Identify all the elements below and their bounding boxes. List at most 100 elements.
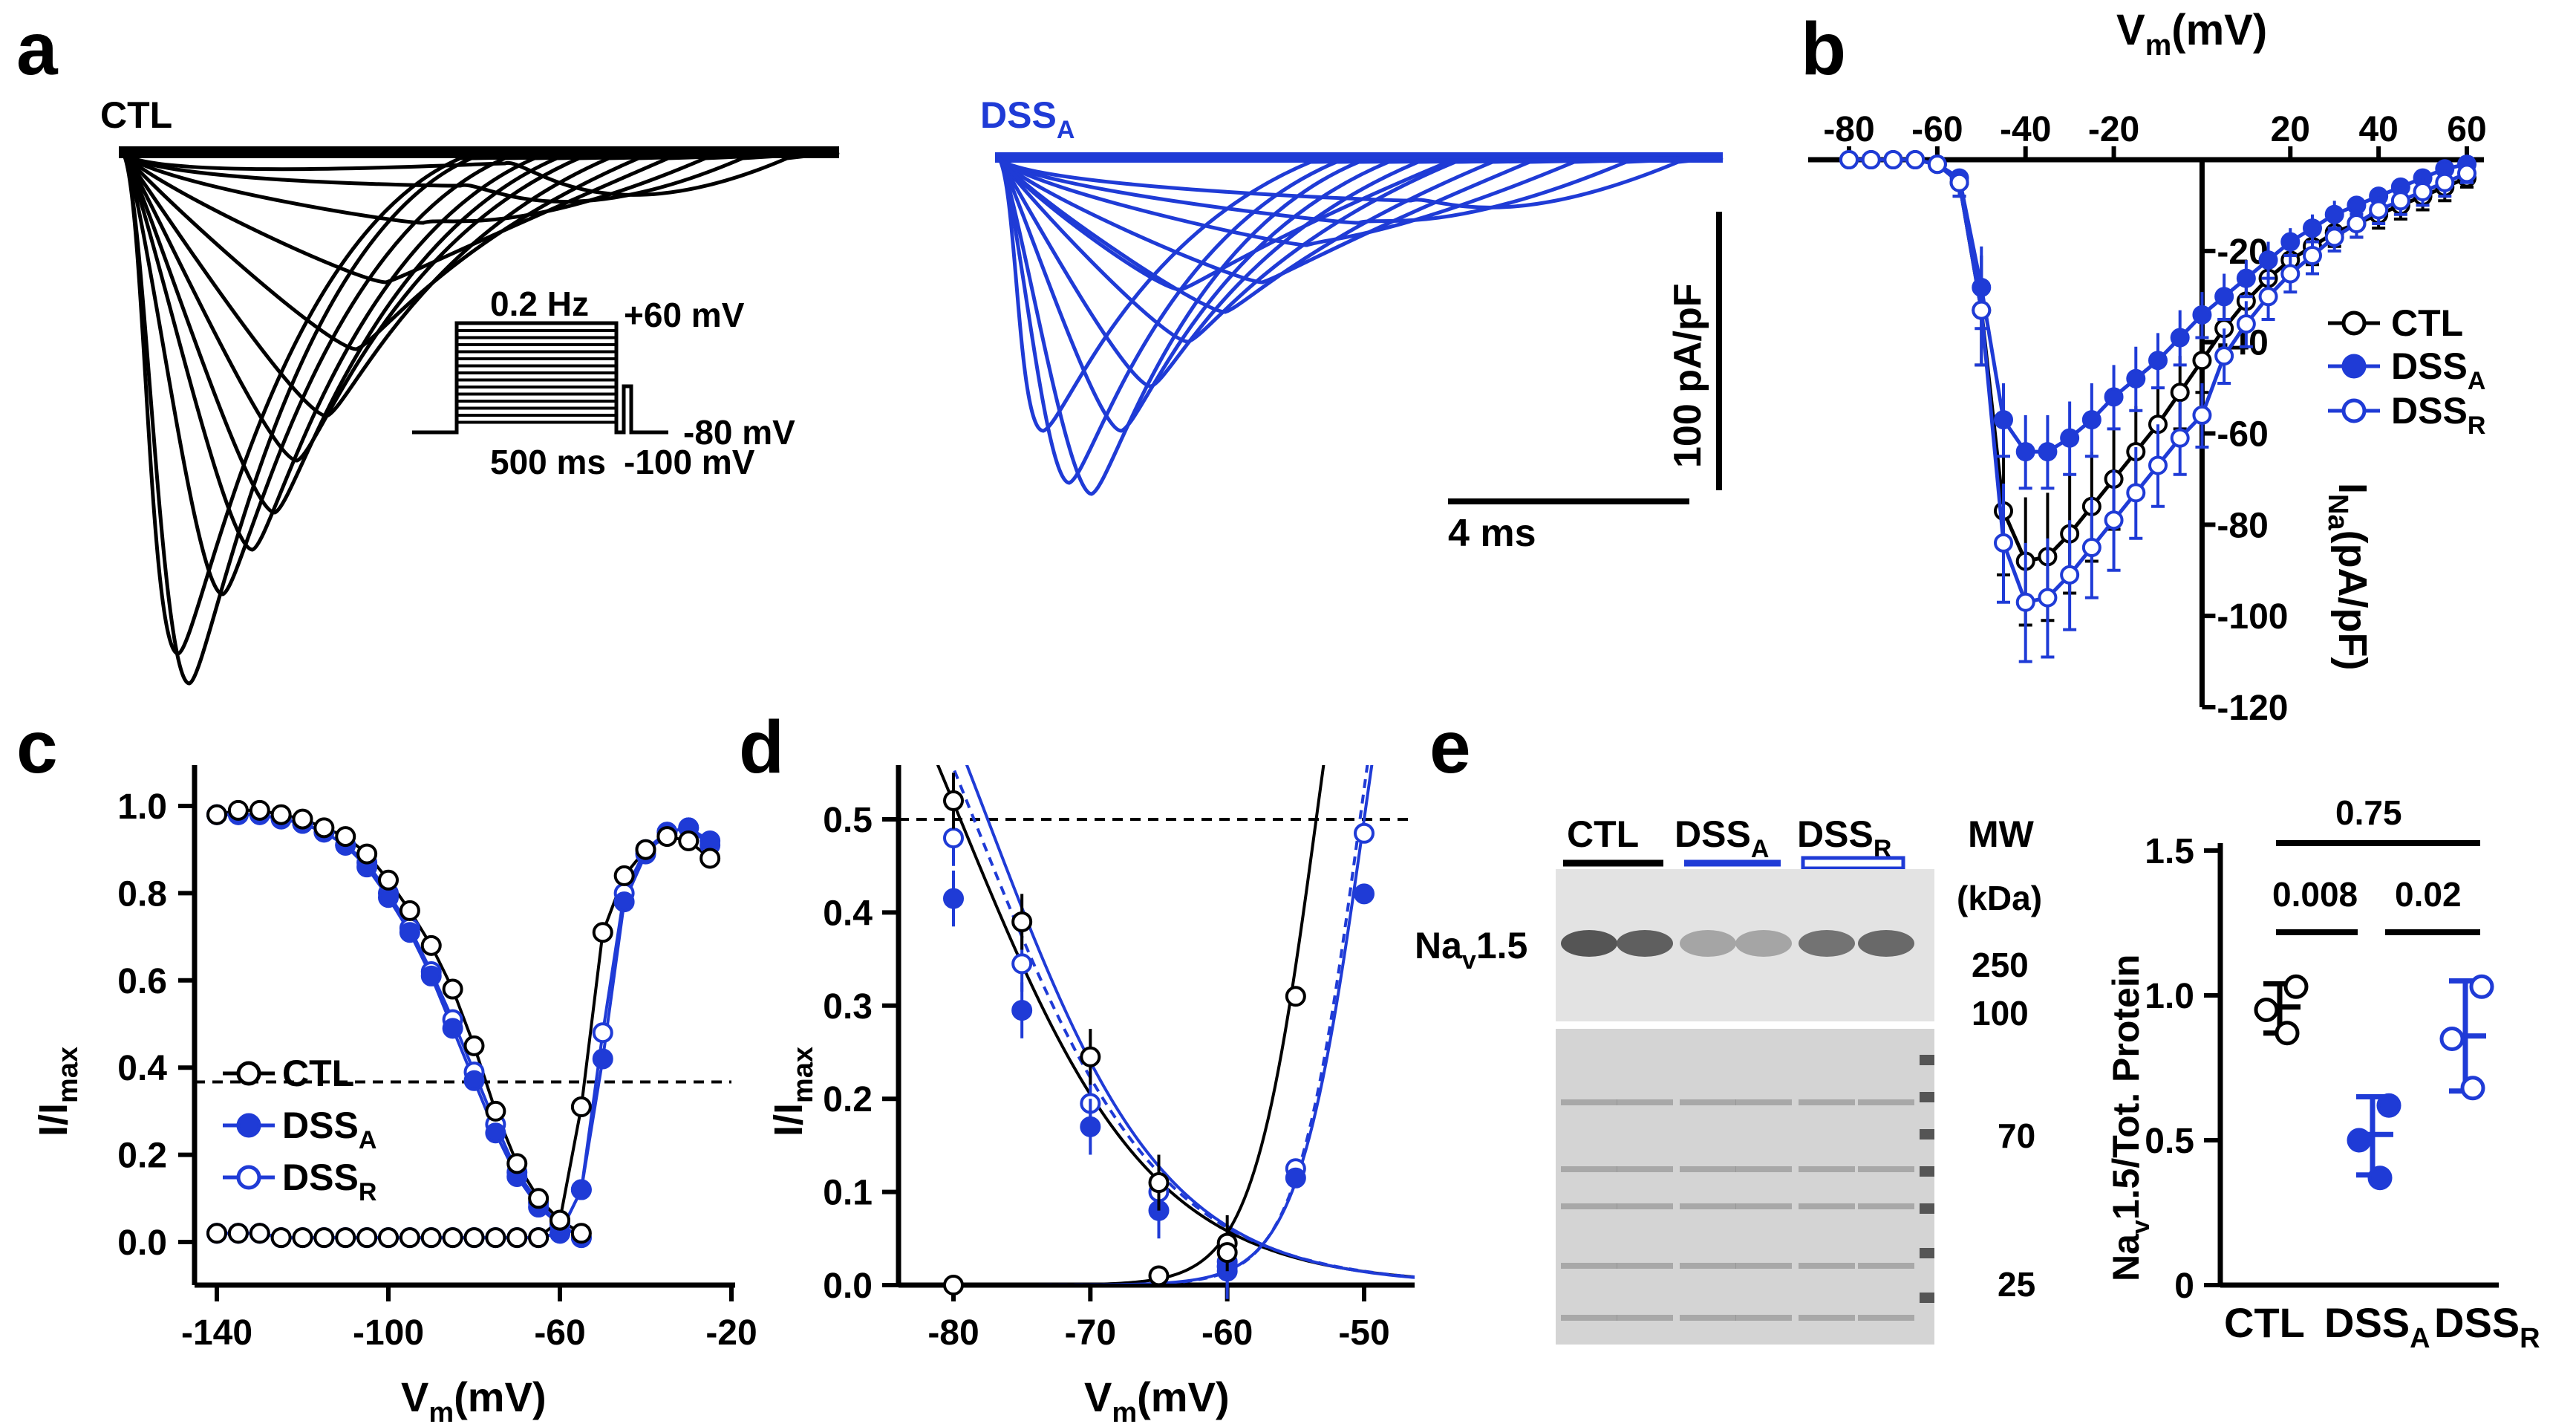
- blot-stain-1-4: [1799, 1166, 1855, 1172]
- blot-band-4: [1799, 930, 1855, 957]
- c-xtick-label-1: -100: [353, 1313, 424, 1353]
- blot-lower-membrane: [1556, 1029, 1934, 1345]
- d-inact-point-CTL-3: [1148, 1172, 1170, 1194]
- panel-e-western-blot: CTL DSSA DSSR MW (kDa) Nav1.5 250 100 70…: [1415, 793, 2540, 1354]
- b-point-1-16: [2192, 305, 2212, 325]
- blot-group-headers: CTL DSSA DSSR: [1563, 813, 1905, 871]
- b-point-2-22: [2324, 227, 2344, 247]
- e-cat-dssa: DSSA: [2324, 1299, 2430, 1354]
- panel-b-iv-curve: Vm(mV) INa(pA/pF) -80 -60 -40 -20 20 40 60-20-…: [1808, 6, 2487, 728]
- b-point-2-5: [1949, 172, 1969, 192]
- e-point-DSS_A-0: [2376, 1093, 2401, 1118]
- blot-stain-4-3: [1735, 1315, 1792, 1321]
- c-act-point-CTL-0: [206, 1223, 227, 1244]
- ctl-trace-2: [120, 150, 840, 596]
- dss-trace-5: [997, 155, 1724, 344]
- blot-stain-2-2: [1680, 1203, 1736, 1209]
- mw-title: MW: [1968, 813, 2035, 855]
- c-inact-point-CTL-8: [378, 869, 399, 891]
- b-point-1-22: [2324, 204, 2344, 224]
- protocol-bottom-voltage: -100 mV: [624, 443, 755, 481]
- band-label: Nav1.5: [1415, 925, 1527, 975]
- b-point-2-24: [2369, 200, 2389, 220]
- b-point-2-23: [2347, 213, 2367, 233]
- d-xtick-label-2: -60: [1201, 1313, 1253, 1353]
- d-y-axis-label: I/Imax: [766, 1047, 819, 1137]
- panel-a: CTL 0.2 Hz +60 mV -80 mV 500 ms -100 mV …: [100, 94, 1724, 686]
- d-act-point-CTL-0: [943, 1275, 964, 1295]
- b-xtick-label-5: 40: [2358, 110, 2398, 149]
- c-inact-point-DSS_A-9: [399, 922, 420, 943]
- blot-stain-3-2: [1680, 1263, 1736, 1269]
- c-ytick-label-4: 0.8: [117, 874, 167, 914]
- c-act-point-CTL-13: [485, 1227, 506, 1249]
- panel-c-activation-inactivation: I/Imax Vm(mV) 0.0 0.2 0.4 0.6 0.8 1.0 -140 -100…: [31, 765, 757, 1424]
- c-act-point-CTL-4: [292, 1227, 313, 1249]
- c-act-point-CTL-15: [528, 1227, 550, 1249]
- panel-letter-c: c: [16, 706, 58, 789]
- dss-trace-7: [997, 155, 1724, 285]
- c-inact-point-CTL-4: [292, 808, 313, 830]
- d-act-fit-2: [900, 765, 1415, 1284]
- d-act-point-DSS_R-4: [1354, 822, 1375, 844]
- blot-stain-4-0: [1561, 1315, 1617, 1321]
- protocol-top-voltage: +60 mV: [624, 296, 745, 334]
- panel-d-window-current: I/Imax Vm(mV) 0.0 0.1 0.2 0.3 0.4 0.5 -80 -70 -6…: [766, 765, 1415, 1424]
- c-inact-point-CTL-2: [249, 799, 270, 821]
- e-point-CTL-1: [2254, 998, 2279, 1022]
- c-inact-point-DSS_A-8: [378, 887, 399, 908]
- b-ytick-label-5: -120: [2217, 689, 2288, 728]
- blot-band-3: [1735, 930, 1792, 957]
- c-act-point-DSS_A-19: [613, 891, 635, 913]
- b-point-2-16: [2192, 405, 2212, 425]
- ctl-trace-4: [120, 150, 840, 515]
- e-cat-dssr: DSSR: [2434, 1299, 2540, 1354]
- c-inact-point-CTL-1: [227, 799, 249, 821]
- blot-stain-3-1: [1617, 1263, 1673, 1269]
- e-cat-ctl: CTL: [2224, 1299, 2305, 1346]
- ctl-trace-label: CTL: [100, 94, 172, 136]
- e-series: [2254, 974, 2494, 1191]
- blot-ladder-0: [1920, 1055, 1934, 1065]
- d-act-point-CTL-2: [1216, 1242, 1238, 1264]
- d-act-point-DSS_A-4: [1354, 883, 1375, 905]
- d-inact-point-DSS_A-2: [1080, 1116, 1101, 1137]
- e-ytick-label-3: 1.5: [2145, 832, 2194, 871]
- b-point-2-26: [2413, 181, 2433, 201]
- c-xtick-label-2: -60: [534, 1313, 585, 1353]
- c-inact-point-CTL-6: [335, 826, 356, 848]
- blot-stain-0-1: [1617, 1099, 1673, 1105]
- b-xtick-label-6: 60: [2447, 110, 2486, 149]
- c-inact-point-CTL-7: [356, 843, 378, 865]
- blot-stain-3-5: [1858, 1263, 1914, 1269]
- panel-letter-b: b: [1801, 7, 1846, 91]
- b-point-2-20: [2280, 264, 2301, 284]
- c-inact-point-CTL-12: [463, 1035, 485, 1056]
- blot-stain-1-5: [1858, 1166, 1914, 1172]
- panel-letter-d: d: [739, 706, 784, 789]
- c-inact-point-DSS_A-13: [485, 1122, 506, 1144]
- c-act-point-CTL-14: [506, 1227, 528, 1249]
- d-ytick-label-5: 0.5: [823, 801, 873, 840]
- ctl-trace-6: [120, 150, 840, 418]
- blot-stain-0-4: [1799, 1099, 1855, 1105]
- c-inact-point-CTL-5: [313, 817, 335, 839]
- b-point-1-7: [1994, 410, 2013, 430]
- c-act-point-DSS_A-17: [570, 1179, 592, 1200]
- ctl-trace-11: [121, 150, 840, 197]
- blot-stain-3-0: [1561, 1263, 1617, 1269]
- c-act-point-CTL-17: [570, 1096, 592, 1118]
- dss-trace-11: [997, 155, 1724, 292]
- protocol-holding-voltage: -80 mV: [683, 413, 795, 452]
- c-axes: 0.0 0.2 0.4 0.6 0.8 1.0 -140 -100 -60 -20: [117, 765, 757, 1353]
- dss-trace-0: [997, 155, 1724, 433]
- d-inact-point-DSS_A-1: [1011, 1000, 1033, 1021]
- e-point-DSS_R-0: [2469, 974, 2494, 999]
- blot-ladder-3: [1920, 1166, 1934, 1177]
- blot-band-1: [1617, 930, 1673, 957]
- ctl-trace-8: [121, 150, 840, 285]
- blot-stain-4-4: [1799, 1315, 1855, 1321]
- c-series: [206, 799, 721, 1249]
- b-point-2-0: [1839, 150, 1859, 169]
- legend-dssr-label: DSSR: [2391, 390, 2485, 440]
